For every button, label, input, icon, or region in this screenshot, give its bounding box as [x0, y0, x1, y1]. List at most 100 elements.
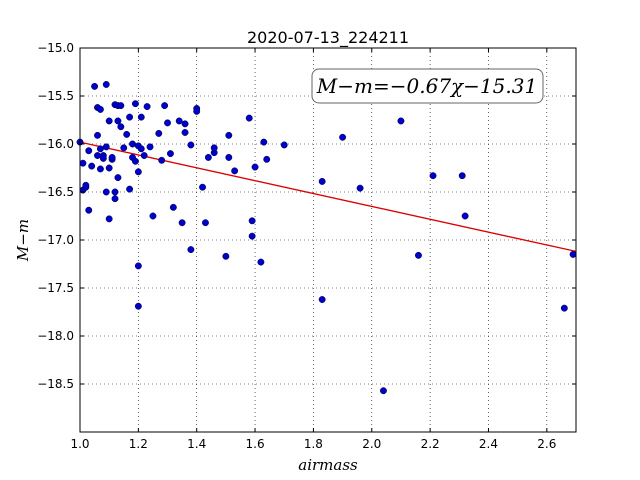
data-point: [99, 154, 107, 162]
data-point: [569, 250, 577, 258]
x-tick-label: 1.2: [129, 437, 148, 451]
data-point: [82, 181, 90, 189]
y-axis-label: M−m: [14, 219, 32, 262]
data-point: [164, 119, 171, 127]
y-tick-label: −15.0: [37, 41, 74, 55]
data-point: [260, 138, 268, 146]
data-point: [102, 188, 110, 196]
data-point: [318, 177, 326, 185]
data-point: [202, 219, 209, 227]
data-point: [131, 157, 139, 165]
data-point: [461, 212, 469, 220]
data-point: [169, 203, 177, 211]
x-tick-label: 1.8: [304, 437, 323, 451]
data-point: [149, 212, 157, 220]
data-point: [102, 143, 110, 151]
data-point: [126, 185, 134, 193]
data-point: [137, 113, 145, 121]
data-point: [134, 168, 142, 176]
x-tick-labels: 1.0 1.2 1.4 1.6 1.8 2.0 2.2 2.4 2.6: [70, 437, 556, 451]
data-point: [134, 262, 142, 270]
x-tick-label: 2.2: [421, 437, 440, 451]
data-point: [96, 105, 104, 113]
data-point: [146, 143, 154, 151]
data-point: [108, 153, 116, 161]
data-point: [143, 103, 151, 111]
data-point: [114, 117, 122, 125]
data-point: [79, 159, 87, 167]
data-point: [181, 120, 189, 128]
data-point: [175, 117, 183, 125]
data-point: [245, 114, 253, 122]
data-point: [280, 141, 288, 149]
data-point: [458, 172, 466, 180]
data-point: [105, 215, 113, 223]
y-tick-label: −15.5: [37, 89, 74, 103]
x-tick-label: 2.4: [479, 437, 498, 451]
data-point: [85, 206, 93, 214]
data-point: [187, 141, 195, 149]
data-point: [105, 164, 113, 172]
data-point: [166, 150, 174, 158]
data-point: [114, 174, 122, 182]
data-point: [117, 102, 125, 110]
data-point: [210, 144, 218, 152]
data-point: [96, 145, 104, 153]
fit-equation: M−m=−0.67χ−15.31: [316, 74, 537, 98]
data-point: [339, 133, 347, 141]
data-point: [111, 195, 119, 203]
data-point: [158, 156, 166, 164]
x-tick-label: 1.6: [246, 437, 265, 451]
data-point: [204, 153, 212, 161]
data-point: [181, 129, 189, 136]
data-point: [379, 387, 387, 395]
data-point: [225, 153, 233, 161]
y-tick-label: −16.0: [37, 137, 74, 151]
data-point: [88, 162, 96, 170]
x-tick-label: 2.6: [537, 437, 556, 451]
data-point: [187, 246, 195, 254]
data-point: [94, 131, 101, 139]
data-point: [96, 165, 104, 173]
data-point: [111, 188, 119, 196]
y-tick-label: −16.5: [37, 185, 74, 199]
y-tick-labels: −15.0 −15.5 −16.0 −16.5 −17.0 −17.5 −18.0 −18.5: [37, 41, 74, 391]
data-point: [105, 117, 113, 125]
x-tick-label: 2.0: [362, 437, 381, 451]
data-point: [120, 144, 128, 152]
data-point: [137, 145, 145, 153]
data-point: [123, 130, 131, 138]
data-point: [94, 152, 101, 159]
data-point: [102, 81, 110, 88]
x-axis-label: airmass: [298, 456, 358, 474]
data-point: [91, 82, 99, 90]
axis-ticks: [79, 47, 576, 432]
data-point: [257, 258, 265, 266]
y-tick-label: −18.5: [37, 377, 74, 391]
data-point: [126, 113, 134, 121]
chart-title: 2020-07-13_224211: [247, 28, 409, 48]
data-point: [117, 123, 125, 131]
data-point: [560, 304, 568, 312]
data-point: [251, 163, 259, 171]
y-tick-label: −18.0: [37, 329, 74, 343]
data-point: [131, 100, 139, 108]
data-point: [397, 117, 405, 125]
data-point: [318, 296, 326, 303]
data-point: [222, 252, 230, 260]
data-point: [134, 302, 142, 310]
x-tick-label: 1.4: [187, 437, 206, 451]
data-point: [225, 131, 233, 139]
data-point: [178, 219, 186, 227]
data-point: [414, 251, 422, 259]
data-point: [85, 147, 93, 155]
data-point: [193, 107, 201, 115]
x-tick-label: 1.0: [70, 437, 89, 451]
data-point: [199, 183, 206, 191]
data-point: [429, 172, 437, 180]
y-tick-label: −17.5: [37, 281, 74, 295]
data-point: [248, 232, 256, 240]
annotation-box: [311, 68, 544, 104]
data-point: [248, 217, 256, 225]
